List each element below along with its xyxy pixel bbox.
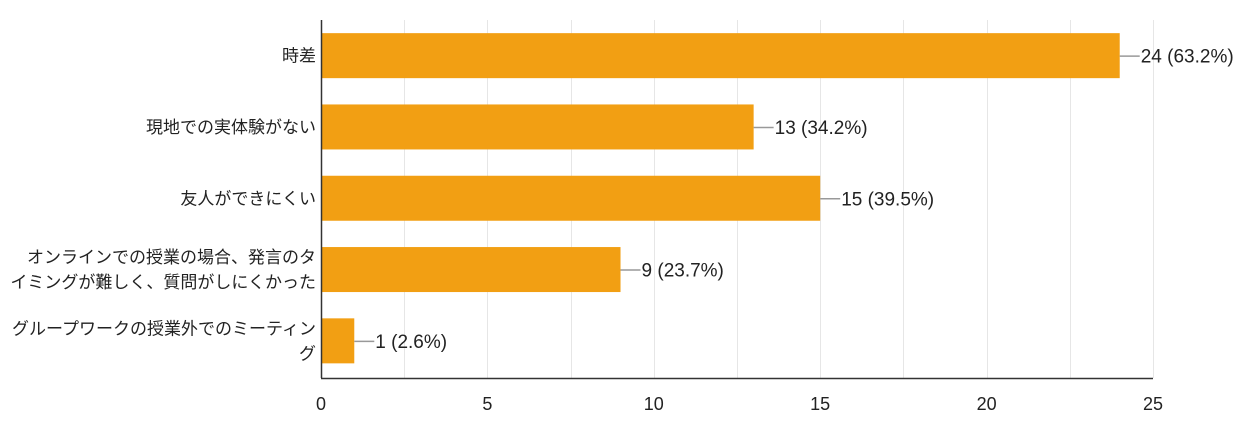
x-tick-label: 10 bbox=[644, 394, 664, 414]
category-label: グループワークの授業外でのミーティン bbox=[12, 319, 316, 339]
x-tick-label: 15 bbox=[810, 394, 830, 414]
category-label: オンラインでの授業の場合、発言のタ bbox=[27, 248, 316, 268]
category-label: 友人ができにくい bbox=[180, 189, 316, 209]
data-label: 1 (2.6%) bbox=[375, 332, 447, 353]
bar bbox=[321, 104, 754, 150]
bar bbox=[321, 175, 821, 221]
category-label: 時差 bbox=[282, 47, 316, 67]
data-label: 24 (63.2%) bbox=[1141, 47, 1234, 68]
bar bbox=[321, 33, 1120, 79]
category-label: イミングが難しく、質問がしにくかった bbox=[10, 273, 316, 293]
bars bbox=[321, 33, 1120, 364]
data-label: 13 (34.2%) bbox=[775, 118, 868, 139]
labels: 24 (63.2%) 時差 13 (34.2%) 現地での実体験がない 15 (39.5… bbox=[10, 47, 1233, 365]
category-label: 現地での実体験がない bbox=[146, 118, 316, 138]
category-label: グ bbox=[299, 344, 316, 364]
x-tick-label: 20 bbox=[977, 394, 997, 414]
x-tick-label: 0 bbox=[316, 394, 326, 414]
axes: 0 5 10 15 20 25 bbox=[316, 20, 1163, 414]
bar bbox=[321, 247, 621, 293]
data-label: 9 (23.7%) bbox=[642, 261, 724, 282]
data-label: 15 (39.5%) bbox=[841, 189, 934, 210]
bar bbox=[321, 318, 355, 364]
x-tick-label: 25 bbox=[1143, 394, 1163, 414]
x-tick-label: 5 bbox=[482, 394, 492, 414]
